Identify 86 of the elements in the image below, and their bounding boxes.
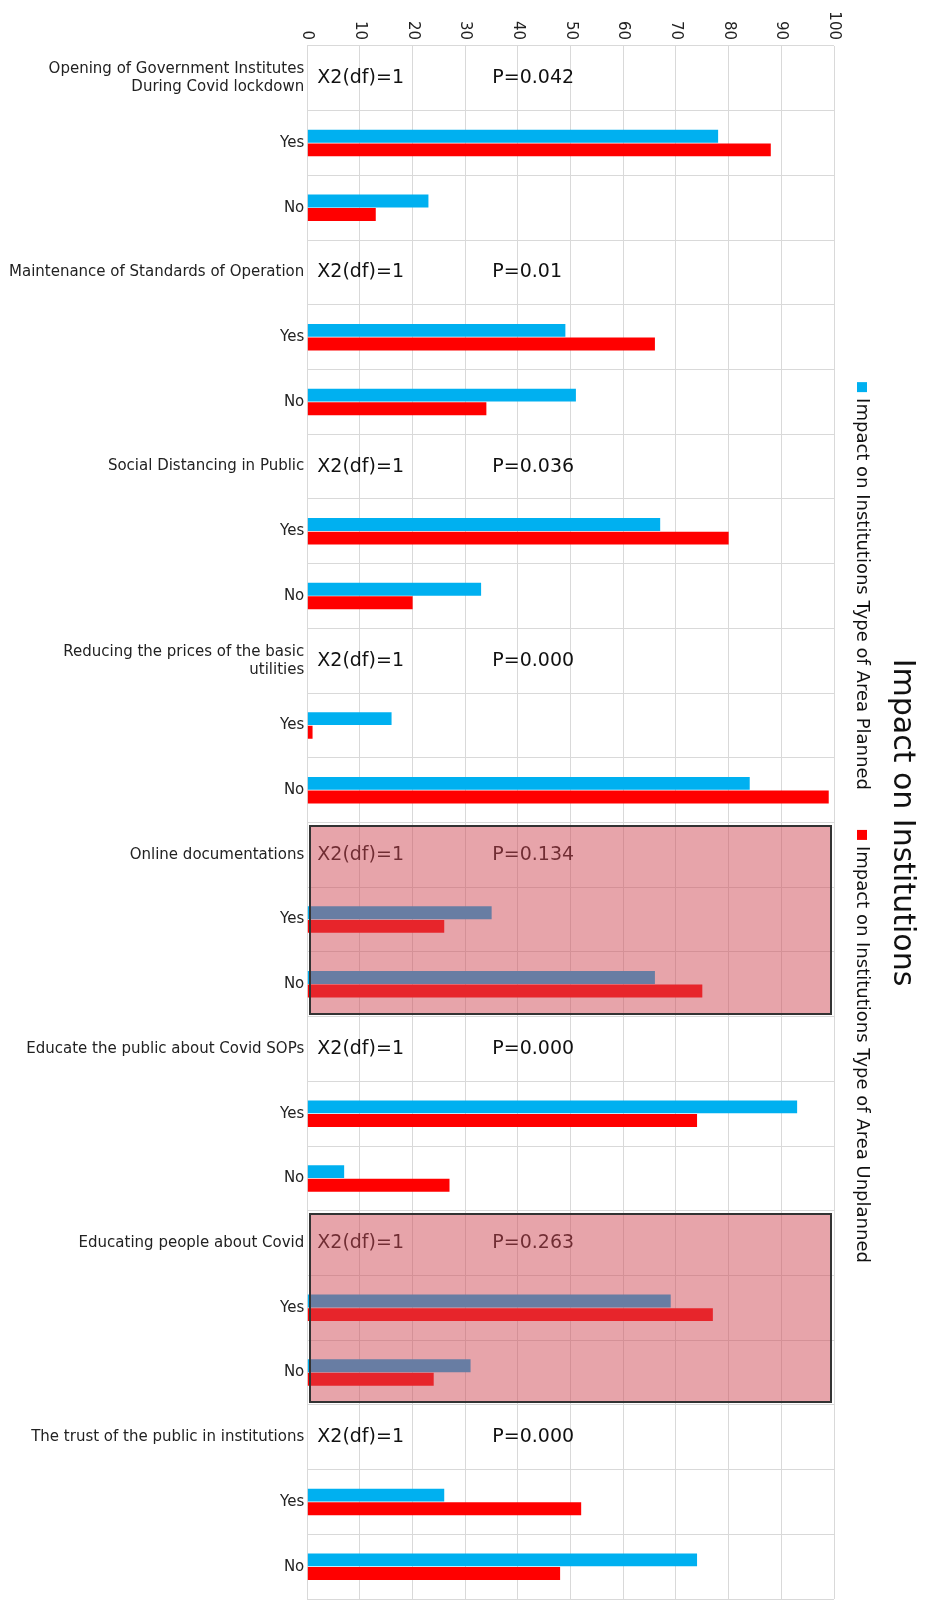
x-tick-label: 70 xyxy=(668,20,687,40)
y-tick-label: No xyxy=(283,391,305,410)
y-tick-label: No xyxy=(283,1556,305,1575)
bar xyxy=(307,906,492,920)
annotation: P=0.036 xyxy=(492,453,575,476)
annotation: X2(df)=1 xyxy=(317,453,404,476)
y-tick-label: Educate the public about Covid SOPs xyxy=(26,1038,305,1057)
annotation: X2(df)=1 xyxy=(317,1230,404,1253)
annotation: P=0.042 xyxy=(492,65,575,88)
bar xyxy=(307,790,829,804)
annotation: X2(df)=1 xyxy=(317,259,404,282)
y-tick-label: Educating people about Covid xyxy=(78,1232,305,1251)
bar xyxy=(307,582,482,596)
y-tick-label: The trust of the public in institutions xyxy=(30,1427,305,1446)
bar xyxy=(307,194,429,208)
x-tick-label: 50 xyxy=(562,20,581,40)
bar xyxy=(307,1114,698,1127)
legend-label: Impact on Institutions Type of Area Unplanned xyxy=(853,845,875,1263)
y-tick-label: Yes xyxy=(279,1103,305,1122)
y-tick-label: Yes xyxy=(279,327,305,346)
x-tick-label: 90 xyxy=(773,20,792,40)
bar xyxy=(307,1553,698,1567)
annotation: P=0.263 xyxy=(492,1230,575,1253)
bar xyxy=(307,1294,671,1308)
y-tick-label: Online documentations xyxy=(129,844,305,863)
bar xyxy=(307,1359,471,1373)
bar xyxy=(307,919,445,933)
bar xyxy=(307,984,703,998)
annotation: P=0.000 xyxy=(492,647,575,670)
x-tick-label: 60 xyxy=(615,20,634,40)
annotation: P=0.134 xyxy=(492,841,575,864)
y-tick-label: Yes xyxy=(279,132,305,151)
x-tick-label: 80 xyxy=(720,20,739,40)
y-tick-label: Yes xyxy=(279,715,305,734)
y-tick-label: Social Distancing in Public xyxy=(107,456,305,475)
bar xyxy=(307,402,487,416)
x-tick-label: 0 xyxy=(299,30,318,40)
bar xyxy=(307,323,566,337)
bar xyxy=(307,1165,345,1179)
annotation: X2(df)=1 xyxy=(317,841,404,864)
x-tick-label: 100 xyxy=(826,11,845,40)
y-tick-label: No xyxy=(283,585,305,604)
bar xyxy=(307,971,655,984)
annotation: X2(df)=1 xyxy=(317,647,404,670)
text: Impact on Institutions xyxy=(887,658,923,987)
y-tick-label: Maintenance of Standards of Operation xyxy=(8,262,305,281)
y-tick-label: No xyxy=(283,1362,305,1381)
bar xyxy=(307,1488,445,1502)
bar xyxy=(307,776,750,790)
y-tick-label: Opening of Government Institutes During Covid lockdown xyxy=(48,59,305,96)
y-tick-label: Yes xyxy=(279,521,305,540)
annotation: X2(df)=1 xyxy=(317,65,404,88)
y-tick-label: No xyxy=(283,974,305,993)
bar xyxy=(307,1178,450,1192)
bar xyxy=(307,1100,798,1114)
y-tick-label: Reducing the prices of the basic utilities xyxy=(63,641,305,678)
bar xyxy=(307,337,655,351)
annotation: P=0.01 xyxy=(492,259,562,282)
bar xyxy=(307,531,729,545)
x-tick-label: 30 xyxy=(457,20,476,40)
bar xyxy=(307,725,313,739)
bar xyxy=(307,596,413,610)
bar xyxy=(307,1372,434,1386)
y-tick-label: No xyxy=(283,197,305,216)
bar xyxy=(307,129,719,143)
x-tick-label: 10 xyxy=(352,20,371,40)
legend-label: Impact on Institutions Type of Area Planned xyxy=(853,398,875,790)
bar xyxy=(307,1566,561,1580)
y-tick-label: Yes xyxy=(279,1297,305,1316)
y-tick-label: No xyxy=(283,780,305,799)
bar xyxy=(307,388,576,402)
annotation: P=0.000 xyxy=(492,1424,575,1447)
bar xyxy=(307,1308,713,1322)
y-tick-label: No xyxy=(283,1168,305,1187)
bar xyxy=(307,143,771,157)
bar xyxy=(307,518,661,531)
x-tick-label: 20 xyxy=(404,20,423,40)
annotation: X2(df)=1 xyxy=(317,1035,404,1058)
bar xyxy=(307,712,392,726)
y-tick-label: Yes xyxy=(279,1491,305,1510)
bar xyxy=(307,1502,582,1516)
annotation: X2(df)=1 xyxy=(317,1424,404,1447)
bar xyxy=(307,208,376,222)
x-tick-label: 40 xyxy=(510,20,529,40)
annotation: P=0.000 xyxy=(492,1035,575,1058)
y-tick-label: Yes xyxy=(279,909,305,928)
